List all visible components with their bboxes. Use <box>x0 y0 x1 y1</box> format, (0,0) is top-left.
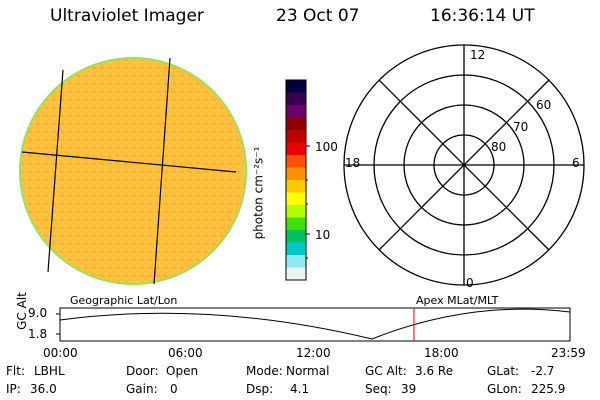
status-mode-label: Mode: <box>246 364 283 378</box>
earth-disk-limb <box>19 57 247 285</box>
status-door-value: Open <box>166 364 199 378</box>
status-seq-label: Seq: <box>365 382 392 396</box>
status-mode-value: Normal <box>286 364 330 378</box>
timeline-xtick-2359: 23:59 <box>551 346 586 360</box>
mlat-label-60: 60 <box>536 98 552 112</box>
auroral-emission-image <box>20 58 246 284</box>
colorbar-gradient <box>286 80 306 281</box>
colorbar-tick-10: 10 <box>315 228 331 242</box>
colorbar-band <box>286 242 306 256</box>
colorbar-band <box>286 192 306 206</box>
colorbar-band <box>286 130 306 143</box>
colorbar-band <box>286 117 306 131</box>
mlt-label-18: 18 <box>345 156 361 170</box>
geographic-caption: Geographic Lat/Lon <box>70 294 178 307</box>
status-door-label: Door: <box>126 364 159 378</box>
observation-date: 23 Oct 07 <box>276 6 360 26</box>
status-dsp-label: Dsp: <box>246 382 274 396</box>
status-filter-value: LBHL <box>34 364 65 378</box>
timeline-ylabel: GC Alt <box>14 292 29 330</box>
status-seq-value: 39 <box>401 382 417 396</box>
status-glon-label: GLon: <box>487 382 522 396</box>
timeline-xtick-1800: 18:00 <box>424 346 459 360</box>
status-gcalt-value: 3.6 Re <box>415 364 454 378</box>
geographic-grid <box>21 57 237 285</box>
polar-diagonal-2 <box>378 79 550 251</box>
status-dsp-value: 4.1 <box>290 382 310 396</box>
timeline-xtick-0600: 06:00 <box>168 346 203 360</box>
status-gain-label: Gain: <box>126 382 158 396</box>
timeline-xtick-1200: 12:00 <box>296 346 331 360</box>
colorbar-band <box>286 142 306 156</box>
status-filter-label: Flt: <box>6 364 25 378</box>
apex-caption: Apex MLat/MLT <box>416 294 499 307</box>
colorbar-band <box>286 92 306 106</box>
status-gcalt-label: GC Alt: <box>365 364 407 378</box>
altitude-curve <box>59 308 571 340</box>
status-glat-label: GLat: <box>487 364 520 378</box>
colorbar-band <box>286 155 306 168</box>
timeline-ytick-9: 9.0 <box>28 306 48 320</box>
mlat-label-80: 80 <box>491 140 507 154</box>
colorbar-band <box>286 105 306 118</box>
colorbar-tick-100: 100 <box>315 140 338 154</box>
status-ip-value: 36.0 <box>30 382 57 396</box>
colorbar-band <box>286 255 306 268</box>
colorbar-band <box>286 180 306 193</box>
observation-time: 16:36:14 UT <box>430 6 535 26</box>
colorbar-band <box>286 205 306 218</box>
colorbar-band <box>286 267 306 281</box>
instrument-title: Ultraviolet Imager <box>50 6 204 26</box>
mlt-label-12: 12 <box>470 48 486 62</box>
colorbar-band <box>286 217 306 231</box>
status-glon-value: 225.9 <box>531 382 566 396</box>
colorbar-band <box>286 230 306 243</box>
timeline-xtick-0000: 00:00 <box>43 346 78 360</box>
mlt-label-0: 0 <box>466 276 474 290</box>
mlat-label-70: 70 <box>513 120 529 134</box>
status-ip-label: IP: <box>6 382 21 396</box>
status-glat-value: -2.7 <box>531 364 555 378</box>
colorbar-band <box>286 80 306 93</box>
status-gain-value: 0 <box>170 382 178 396</box>
colorbar-band <box>286 167 306 181</box>
mlt-label-6: 6 <box>572 156 580 170</box>
timeline-ytick-1-8: 1.8 <box>28 327 48 341</box>
